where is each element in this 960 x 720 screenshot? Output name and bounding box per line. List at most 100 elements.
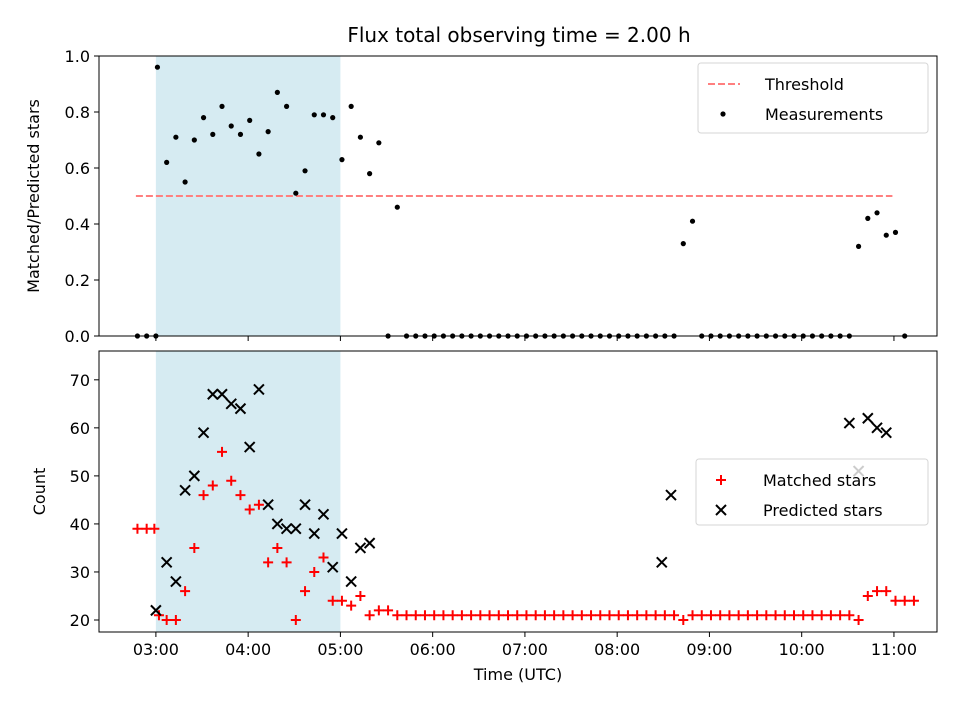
predicted-star-point [170,575,182,588]
matched-star-point [872,586,883,597]
predicted-star-point [150,604,162,617]
legend-frame [695,458,929,526]
predicted-star-point [234,402,247,415]
matched-star-point [641,610,652,621]
y-tick-label: 30 [70,563,90,582]
y-tick-label: 0.8 [65,103,90,122]
measurement-point [200,115,207,121]
matched-star-point [567,610,578,621]
matched-star-point [715,610,726,621]
matched-star-point [447,610,458,621]
measurement-point [182,179,188,185]
matched-star-point [318,552,329,563]
matched-star-point [484,610,495,621]
matched-star-point [410,610,421,621]
measurement-point [237,131,244,137]
predicted-star-point [197,426,210,439]
matched-star-point [198,490,209,501]
matched-star-point [466,610,477,621]
ratio-panel: 0.0 0.2 0.4 0.6 0.8 1.0 Matched/Predicted star… [24,47,938,346]
matched-star-point [798,610,809,621]
matched-star-point [309,566,320,577]
measurement-point [265,129,271,135]
matched-star-point [419,610,430,621]
matched-star-point [438,610,449,621]
matched-star-point [272,542,283,553]
matched-star-point [530,610,541,621]
predicted-star-point [225,398,237,410]
predicted-star-point [160,556,173,569]
predicted-star-point [188,470,201,482]
measurement-point [256,151,262,157]
x-axis-label: Time (UTC) [473,665,562,684]
measurement-point [367,171,373,177]
y-tick-label: 40 [70,515,90,534]
matched-star-point [733,610,744,621]
measurement-point [339,157,345,163]
predicted-star-point [262,499,274,511]
matched-star-point [576,610,587,621]
matched-star-point [429,610,440,621]
matched-star-point [253,499,264,510]
measurement-point [154,64,161,70]
matched-star-point [853,614,864,625]
measurement-point [274,89,280,95]
y-tick-label: 0.6 [65,159,90,178]
count-panel: 03:00 04:00 05:00 06:00 07:00 08:00 09:00 10:00… [30,350,938,684]
measurement-point [311,112,317,118]
matched-star-point [669,610,680,621]
x-tick-label: 08:00 [594,640,640,659]
predicted-star-point [843,417,856,429]
matched-star-point [705,610,716,621]
matched-star-point [290,614,301,625]
predicted-star-point [665,489,677,501]
matched-star-point [149,523,160,534]
matched-star-point [862,590,873,601]
matched-star-point [153,610,164,621]
matched-star-point [659,610,670,621]
measurement-point [689,218,696,224]
measurement-point [680,241,686,247]
chart-title: Flux total observing time = 2.00 h [347,23,690,47]
matched-star-point [604,610,615,621]
matched-star-point [650,610,661,621]
measurement-point [283,103,290,109]
matched-star-point [752,610,763,621]
measurement-point [247,117,253,123]
y-axis-label: Matched/Predicted stars [24,99,43,293]
matched-star-point [789,610,800,621]
matched-star-point [346,600,357,611]
y-tick-label: 50 [70,467,90,486]
legend-label: Threshold [764,75,844,94]
matched-star-point [899,595,910,606]
matched-star-point [364,610,375,621]
predicted-star-point [880,426,892,439]
matched-star-point [779,610,790,621]
matched-star-point [235,490,246,501]
matched-star-point [373,605,384,616]
measurement-point [892,229,899,235]
predicted-star-point [243,441,256,453]
matched-star-point [263,557,274,568]
matched-star-point [392,610,403,621]
legend: Matched stars Predicted stars [695,458,929,526]
matched-star-point [327,595,338,606]
matched-star-point [835,610,846,621]
x-tick-label: 05:00 [317,640,363,659]
matched-star-point [456,610,467,621]
measurement-point [228,123,234,129]
matched-star-point [908,595,919,606]
measurement-point [164,159,170,165]
legend-matched-swatch [716,475,726,485]
matched-star-point [622,610,633,621]
x-tick-label: 04:00 [225,640,271,659]
measurement-point [210,131,216,137]
matched-star-point [300,586,311,597]
matched-star-point [244,504,255,515]
predicted-star-point [280,523,293,535]
matched-star-point [678,614,689,625]
legend-label: Measurements [765,105,883,124]
x-tick-label: 06:00 [410,640,456,659]
legend-measurement-swatch [720,111,726,117]
